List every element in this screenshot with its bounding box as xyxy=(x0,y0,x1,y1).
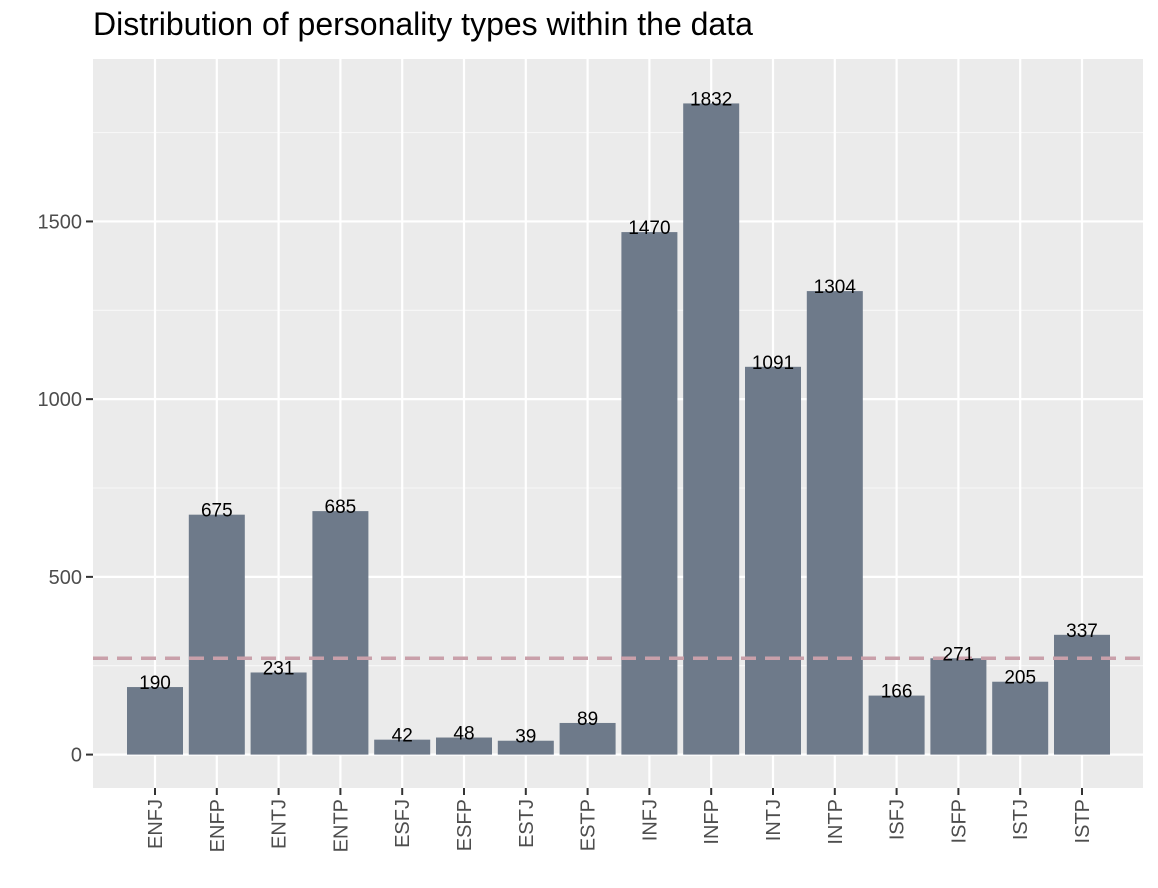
chart-title: Distribution of personality types within… xyxy=(93,6,753,42)
data-label-entp: 685 xyxy=(325,497,357,518)
bar-esfp xyxy=(436,737,492,755)
bar-estj xyxy=(497,740,554,755)
x-tick-label-istp: ISTP xyxy=(1072,799,1094,843)
bar-isfj xyxy=(868,695,925,755)
x-tick-label-entp: ENTP xyxy=(330,799,352,852)
y-tick-label: 0 xyxy=(71,745,82,767)
x-tick-label-esfp: ESFP xyxy=(454,799,476,851)
data-label-istp: 337 xyxy=(1066,621,1098,642)
x-tick-label-estp: ESTP xyxy=(578,799,600,851)
y-tick-label: 1000 xyxy=(38,389,83,411)
bar-istp xyxy=(1054,634,1110,755)
data-label-enfp: 675 xyxy=(201,501,233,522)
data-label-esfp: 48 xyxy=(453,724,474,745)
data-label-istj: 205 xyxy=(1004,668,1036,689)
bar-intj xyxy=(745,366,801,755)
x-axis: ENFJ ENFP ENTJ ENTP ESFJ ESFP ESTJ ESTP INFJ INFP… xyxy=(145,788,1094,852)
x-tick-label-enfj: ENFJ xyxy=(145,799,167,849)
bar-istj xyxy=(992,681,1049,755)
bar-infp xyxy=(683,103,740,755)
x-tick-label-entj: ENTJ xyxy=(269,799,291,849)
data-label-intj: 1091 xyxy=(752,353,794,374)
x-tick-label-intp: INTP xyxy=(825,799,847,845)
data-label-isfp: 271 xyxy=(943,644,975,665)
data-label-entj: 231 xyxy=(263,658,295,679)
bar-infj xyxy=(621,232,678,755)
data-label-esfj: 42 xyxy=(392,726,413,747)
data-label-isfj: 166 xyxy=(881,682,913,703)
bar-entj xyxy=(250,672,307,755)
y-tick-label: 500 xyxy=(49,567,82,589)
data-labels: 190 675 231 685 42 48 39 89 1470 1832 1091 1304 166 2… xyxy=(139,89,1098,747)
bar-esfj xyxy=(374,739,431,755)
x-tick-label-isfp: ISFP xyxy=(948,799,970,843)
bar-enfj xyxy=(127,687,183,755)
x-tick-label-infp: INFP xyxy=(701,799,723,845)
x-tick-label-infj: INFJ xyxy=(639,799,661,841)
x-tick-label-estj: ESTJ xyxy=(516,799,538,848)
data-label-infp: 1832 xyxy=(690,89,732,110)
x-tick-label-esfj: ESFJ xyxy=(392,799,414,848)
y-tick-label: 1500 xyxy=(38,211,83,233)
data-label-enfj: 190 xyxy=(139,673,171,694)
data-label-estj: 39 xyxy=(515,727,536,748)
x-tick-label-enfp: ENFP xyxy=(207,799,229,852)
y-axis: 0 500 1000 1500 xyxy=(38,211,93,767)
data-label-estp: 89 xyxy=(577,709,598,730)
bar-intp xyxy=(806,291,863,755)
bar-enfp xyxy=(188,514,245,755)
bar-estp xyxy=(559,722,616,755)
x-tick-label-intj: INTJ xyxy=(763,799,785,841)
bars xyxy=(127,103,1110,755)
x-tick-label-istj: ISTJ xyxy=(1010,799,1032,840)
data-label-intp: 1304 xyxy=(814,277,857,298)
data-label-infj: 1470 xyxy=(628,218,670,239)
x-tick-label-isfj: ISFJ xyxy=(887,799,909,840)
bar-isfp xyxy=(930,658,987,755)
bar-entp xyxy=(312,511,369,755)
